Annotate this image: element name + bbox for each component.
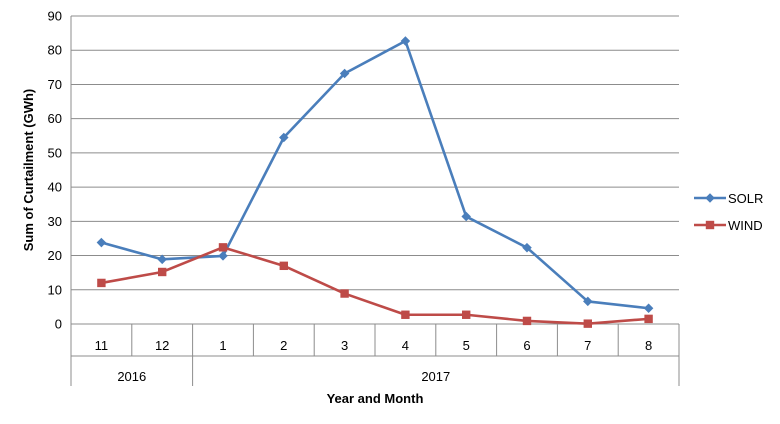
y-tick-label: 80 (48, 43, 62, 58)
data-point-wind (522, 316, 532, 326)
data-point-wind (401, 310, 410, 319)
gridlines (70, 15, 679, 325)
y-tick-label: 10 (48, 282, 62, 297)
data-point-solr (157, 254, 167, 265)
legend-label: SOLR (728, 191, 763, 206)
x-tick-label: 11 (95, 338, 109, 353)
legend-item-solr: SOLR (694, 191, 763, 206)
series-wind (97, 243, 653, 328)
x-tick-label: 4 (402, 338, 409, 353)
data-point-solr (522, 242, 532, 253)
data-point-solr (218, 251, 228, 261)
y-tick-label: 50 (48, 145, 62, 160)
x-tick-label: 3 (341, 338, 348, 353)
data-point-wind (644, 314, 653, 324)
x-tick-label: 12 (155, 338, 169, 353)
y-tick-label: 70 (48, 77, 62, 92)
legend-item-wind: WIND (694, 218, 763, 233)
x-tick-label: 7 (584, 338, 591, 353)
x-tick-label: 6 (523, 338, 530, 353)
data-point-solr (96, 237, 107, 248)
data-point-wind (461, 310, 471, 319)
data-point-wind (279, 261, 288, 271)
y-tick-label: 0 (55, 317, 62, 332)
y-axis-ticks: 0 10 20 30 40 50 60 70 80 90 (48, 9, 62, 332)
data-point-wind (218, 243, 228, 252)
legend-swatch-marker (705, 220, 715, 230)
x-group-label: 2017 (421, 369, 450, 384)
x-tick-label: 5 (463, 338, 470, 353)
data-point-solr (339, 68, 350, 79)
data-point-wind (157, 267, 167, 277)
x-group-label: 2016 (117, 369, 146, 384)
series-solr (96, 36, 654, 314)
y-tick-label: 30 (48, 214, 62, 229)
y-tick-label: 40 (48, 180, 62, 195)
y-tick-label: 60 (48, 111, 62, 126)
data-point-wind (97, 278, 106, 288)
data-point-wind (583, 319, 592, 328)
legend: SOLR WIND (694, 191, 763, 233)
y-tick-label: 90 (48, 9, 62, 24)
data-point-solr (583, 296, 593, 307)
x-axis-title: Year and Month (327, 391, 424, 406)
legend-label: WIND (728, 218, 763, 233)
data-point-solr (461, 211, 471, 222)
data-point-wind (340, 289, 349, 298)
data-point-solr (400, 36, 411, 46)
x-tick-label: 2 (280, 338, 287, 353)
data-point-solr (279, 132, 289, 143)
series-group (96, 36, 654, 328)
y-axis-title: Sum of Curtailment (GWh) (21, 89, 36, 252)
data-point-solr (643, 303, 654, 314)
x-tick-label: 1 (219, 338, 226, 353)
series-line-wind (101, 246, 649, 325)
series-line-solr (101, 39, 649, 310)
x-tick-label: 8 (645, 338, 652, 353)
legend-swatch-marker (705, 193, 715, 203)
y-tick-label: 20 (48, 248, 62, 263)
